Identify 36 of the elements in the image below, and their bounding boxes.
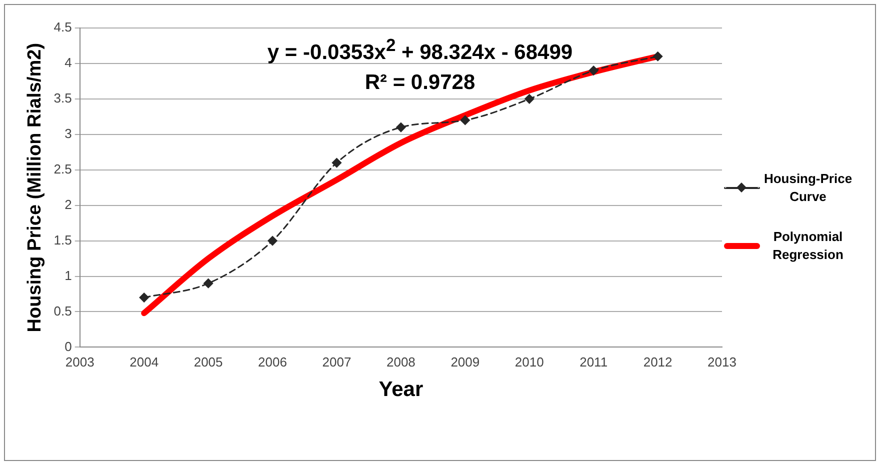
point bbox=[588, 66, 598, 76]
point bbox=[139, 292, 149, 302]
annotation: y = -0.0353x$^{2}$ + 98.324x - 68499 bbox=[266, 34, 574, 66]
x-tick-label: 2011 bbox=[580, 354, 608, 370]
y-tick-label: 1 bbox=[64, 268, 72, 283]
x-tick-label: 2013 bbox=[708, 354, 736, 370]
y-axis-title: Housing Price (Million Rials/m2) bbox=[24, 42, 46, 332]
y-tick-label: 3.5 bbox=[54, 90, 72, 106]
point bbox=[268, 236, 278, 246]
y-tick-label: 4.5 bbox=[54, 20, 72, 35]
x-tick-label: 2009 bbox=[450, 354, 480, 370]
x-tick-label: 2012 bbox=[643, 354, 672, 370]
x-tick-label: 2005 bbox=[194, 354, 223, 370]
legend-label: Polynomial Regression bbox=[772, 228, 844, 264]
point bbox=[460, 115, 470, 125]
point bbox=[396, 122, 406, 132]
y-tick-label: 3 bbox=[64, 126, 72, 141]
x-tick-label: 2008 bbox=[386, 354, 416, 370]
x-tick-label: 2010 bbox=[514, 354, 544, 370]
y-tick-label: 2.5 bbox=[54, 161, 72, 176]
legend-label: Housing-Price Curve bbox=[762, 170, 854, 206]
x-tick-label: 2006 bbox=[258, 354, 287, 370]
point bbox=[524, 94, 534, 104]
x-axis-title: Year bbox=[378, 378, 424, 402]
point bbox=[332, 158, 342, 168]
x-tick-label: 2007 bbox=[322, 354, 352, 370]
y-tick-label: 4 bbox=[64, 55, 72, 70]
y-tick-label: 2 bbox=[64, 196, 72, 212]
point bbox=[204, 278, 214, 288]
x-tick-label: 2003 bbox=[65, 354, 94, 370]
point bbox=[653, 52, 663, 62]
annotation: R² = 0.9728 bbox=[364, 70, 476, 96]
x-tick-label: 2004 bbox=[130, 354, 159, 370]
y-tick-label: 0 bbox=[64, 338, 72, 354]
y-tick-label: 0.5 bbox=[54, 303, 72, 318]
y-tick-label: 1.5 bbox=[54, 232, 72, 248]
